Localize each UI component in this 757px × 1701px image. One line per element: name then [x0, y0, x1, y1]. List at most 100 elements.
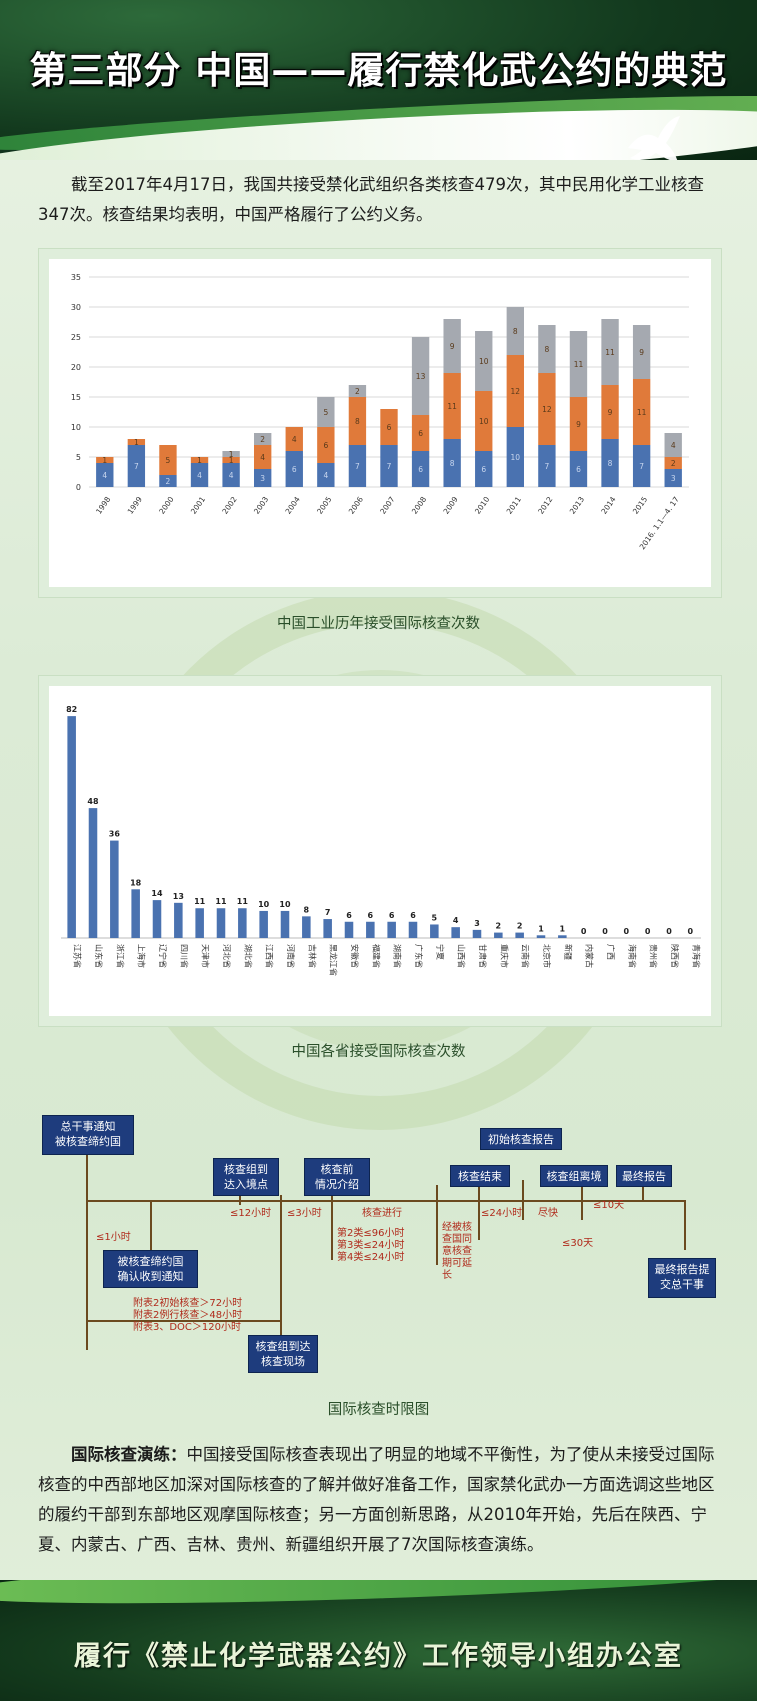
x-tick-label: 陕西省 [670, 944, 680, 968]
bar-segment [601, 385, 619, 439]
x-tick-label: 福建省 [371, 944, 381, 968]
x-tick-label: 宁夏 [435, 944, 445, 960]
box-briefing: 核查前 情况介绍 [304, 1158, 370, 1196]
timeline-tick [581, 1180, 583, 1220]
x-tick-label: 2008 [410, 495, 428, 516]
bar-data-label: 6 [346, 911, 352, 920]
practice-body: 中国接受国际核查表现出了明显的地域不平衡性，为了使从未接受过国际核查的中西部地区… [38, 1445, 715, 1554]
x-tick-label: 安徽省 [350, 944, 360, 968]
timeline-tick [239, 1195, 241, 1205]
bar [536, 935, 546, 938]
label-thirty-days: ≤30天 [562, 1238, 594, 1249]
bar [451, 927, 460, 938]
bar-segment [127, 439, 146, 445]
bar [344, 921, 354, 938]
bar-data-label: 6 [576, 465, 581, 474]
bar-data-label: 36 [109, 830, 121, 839]
bar-data-label: 1 [560, 924, 566, 933]
x-tick-label: 黑龙江省 [329, 944, 339, 976]
bar-segment [632, 325, 651, 379]
bar-data-label: 6 [387, 423, 392, 432]
bar-data-label: 2 [671, 459, 676, 468]
bar [88, 808, 98, 938]
x-tick-label: 广西 [606, 944, 616, 960]
x-tick-label: 2006 [347, 495, 365, 516]
bar-data-label: 1 [229, 456, 234, 465]
timeline-tick [436, 1185, 438, 1265]
bar-data-label: 11 [605, 348, 615, 357]
bar-data-label: 6 [368, 911, 374, 920]
bar [67, 716, 76, 938]
label-one-hour: ≤1小时 [96, 1232, 131, 1243]
bar-segment [664, 469, 682, 487]
bar-data-label: 6 [418, 465, 423, 474]
bar [558, 935, 567, 938]
bar-data-label: 4 [292, 435, 297, 444]
bar-segment [96, 463, 114, 487]
bar-data-label: 48 [87, 797, 99, 806]
bar [408, 921, 418, 938]
bar [366, 921, 375, 938]
y-tick-label: 20 [71, 363, 81, 372]
industry-chart-panel: 0 5 10 15 20 25 30 35 4 1 1998 7 1 1999 2 5 2000 4 1 2001 4 1… [38, 248, 722, 598]
bar-data-label: 6 [323, 441, 328, 450]
bar-segment [190, 463, 209, 487]
bar [323, 919, 332, 938]
timeline-tick [331, 1180, 333, 1260]
y-tick-label: 0 [76, 483, 81, 492]
bar-data-label: 11 [637, 408, 647, 417]
x-tick-label: 湖北省 [243, 944, 253, 968]
province-inspection-chart: 82江苏省48山东省36浙江省18上海市14辽宁省13四川省11天津市11河北省… [61, 705, 701, 976]
y-tick-label: 10 [71, 423, 81, 432]
industry-inspection-chart: 0510152025303541199871199925200041200141… [71, 273, 689, 551]
box-depart: 核查组离境 [540, 1165, 608, 1187]
header-banner: 第三部分 中国——履行禁化武公约的典范 [0, 0, 757, 160]
x-tick-label: 2015 [631, 495, 649, 516]
x-tick-label: 北京市 [542, 944, 552, 968]
x-tick-label: 2010 [473, 495, 491, 516]
bar-data-label: 6 [418, 429, 423, 438]
bar-data-label: 12 [542, 405, 552, 414]
x-tick-label: 河北省 [222, 944, 232, 968]
bar-data-label: 11 [447, 402, 457, 411]
bar-data-label: 0 [645, 927, 651, 936]
label-annex: 附表2初始核查＞72小时 附表2例行核查＞48小时 附表3、DOC＞120小时 [133, 1298, 243, 1333]
bar-segment [569, 397, 588, 451]
label-class: 第2类≤96小时 第3类≤24小时 第4类≤24小时 [337, 1228, 405, 1263]
x-tick-label: 云南省 [521, 944, 531, 968]
x-tick-label: 浙江省 [115, 944, 125, 968]
timeline-tick [478, 1180, 480, 1240]
bar-data-label: 4 [102, 471, 107, 480]
timeline-tick [150, 1200, 152, 1250]
y-tick-label: 35 [71, 273, 81, 282]
bar-data-label: 1 [229, 450, 234, 459]
bar-data-label: 0 [602, 927, 608, 936]
bar-segment [254, 433, 272, 445]
bar-data-label: 6 [292, 465, 297, 474]
bar-segment [222, 451, 240, 457]
bar-segment [159, 475, 177, 487]
box-submit: 最终报告提 交总干事 [648, 1258, 716, 1298]
bar-data-label: 6 [389, 911, 395, 920]
bar [174, 902, 183, 938]
bar-segment [601, 439, 619, 487]
bar-segment [664, 433, 682, 457]
bar-data-label: 10 [479, 417, 489, 426]
province-chart-caption: 中国各省接受国际核查次数 [291, 1044, 466, 1060]
x-tick-label: 甘肃省 [478, 944, 488, 968]
y-tick-label: 30 [71, 303, 81, 312]
x-tick-label: 重庆市 [499, 944, 509, 968]
bar-data-label: 8 [545, 345, 550, 354]
label-ongoing: 核查进行 [362, 1208, 402, 1219]
bar-data-label: 8 [450, 459, 455, 468]
bar-data-label: 3 [474, 919, 480, 928]
x-tick-label: 天津市 [201, 944, 211, 968]
bar-data-label: 5 [323, 408, 328, 417]
industry-chart-caption: 中国工业历年接受国际核查次数 [277, 616, 480, 632]
x-tick-label: 2004 [284, 495, 302, 516]
bar-data-label: 6 [481, 465, 486, 474]
timeline-tick [522, 1180, 524, 1220]
bar-data-label: 4 [229, 471, 234, 480]
bar-segment [222, 463, 240, 487]
bar-segment [317, 427, 335, 463]
